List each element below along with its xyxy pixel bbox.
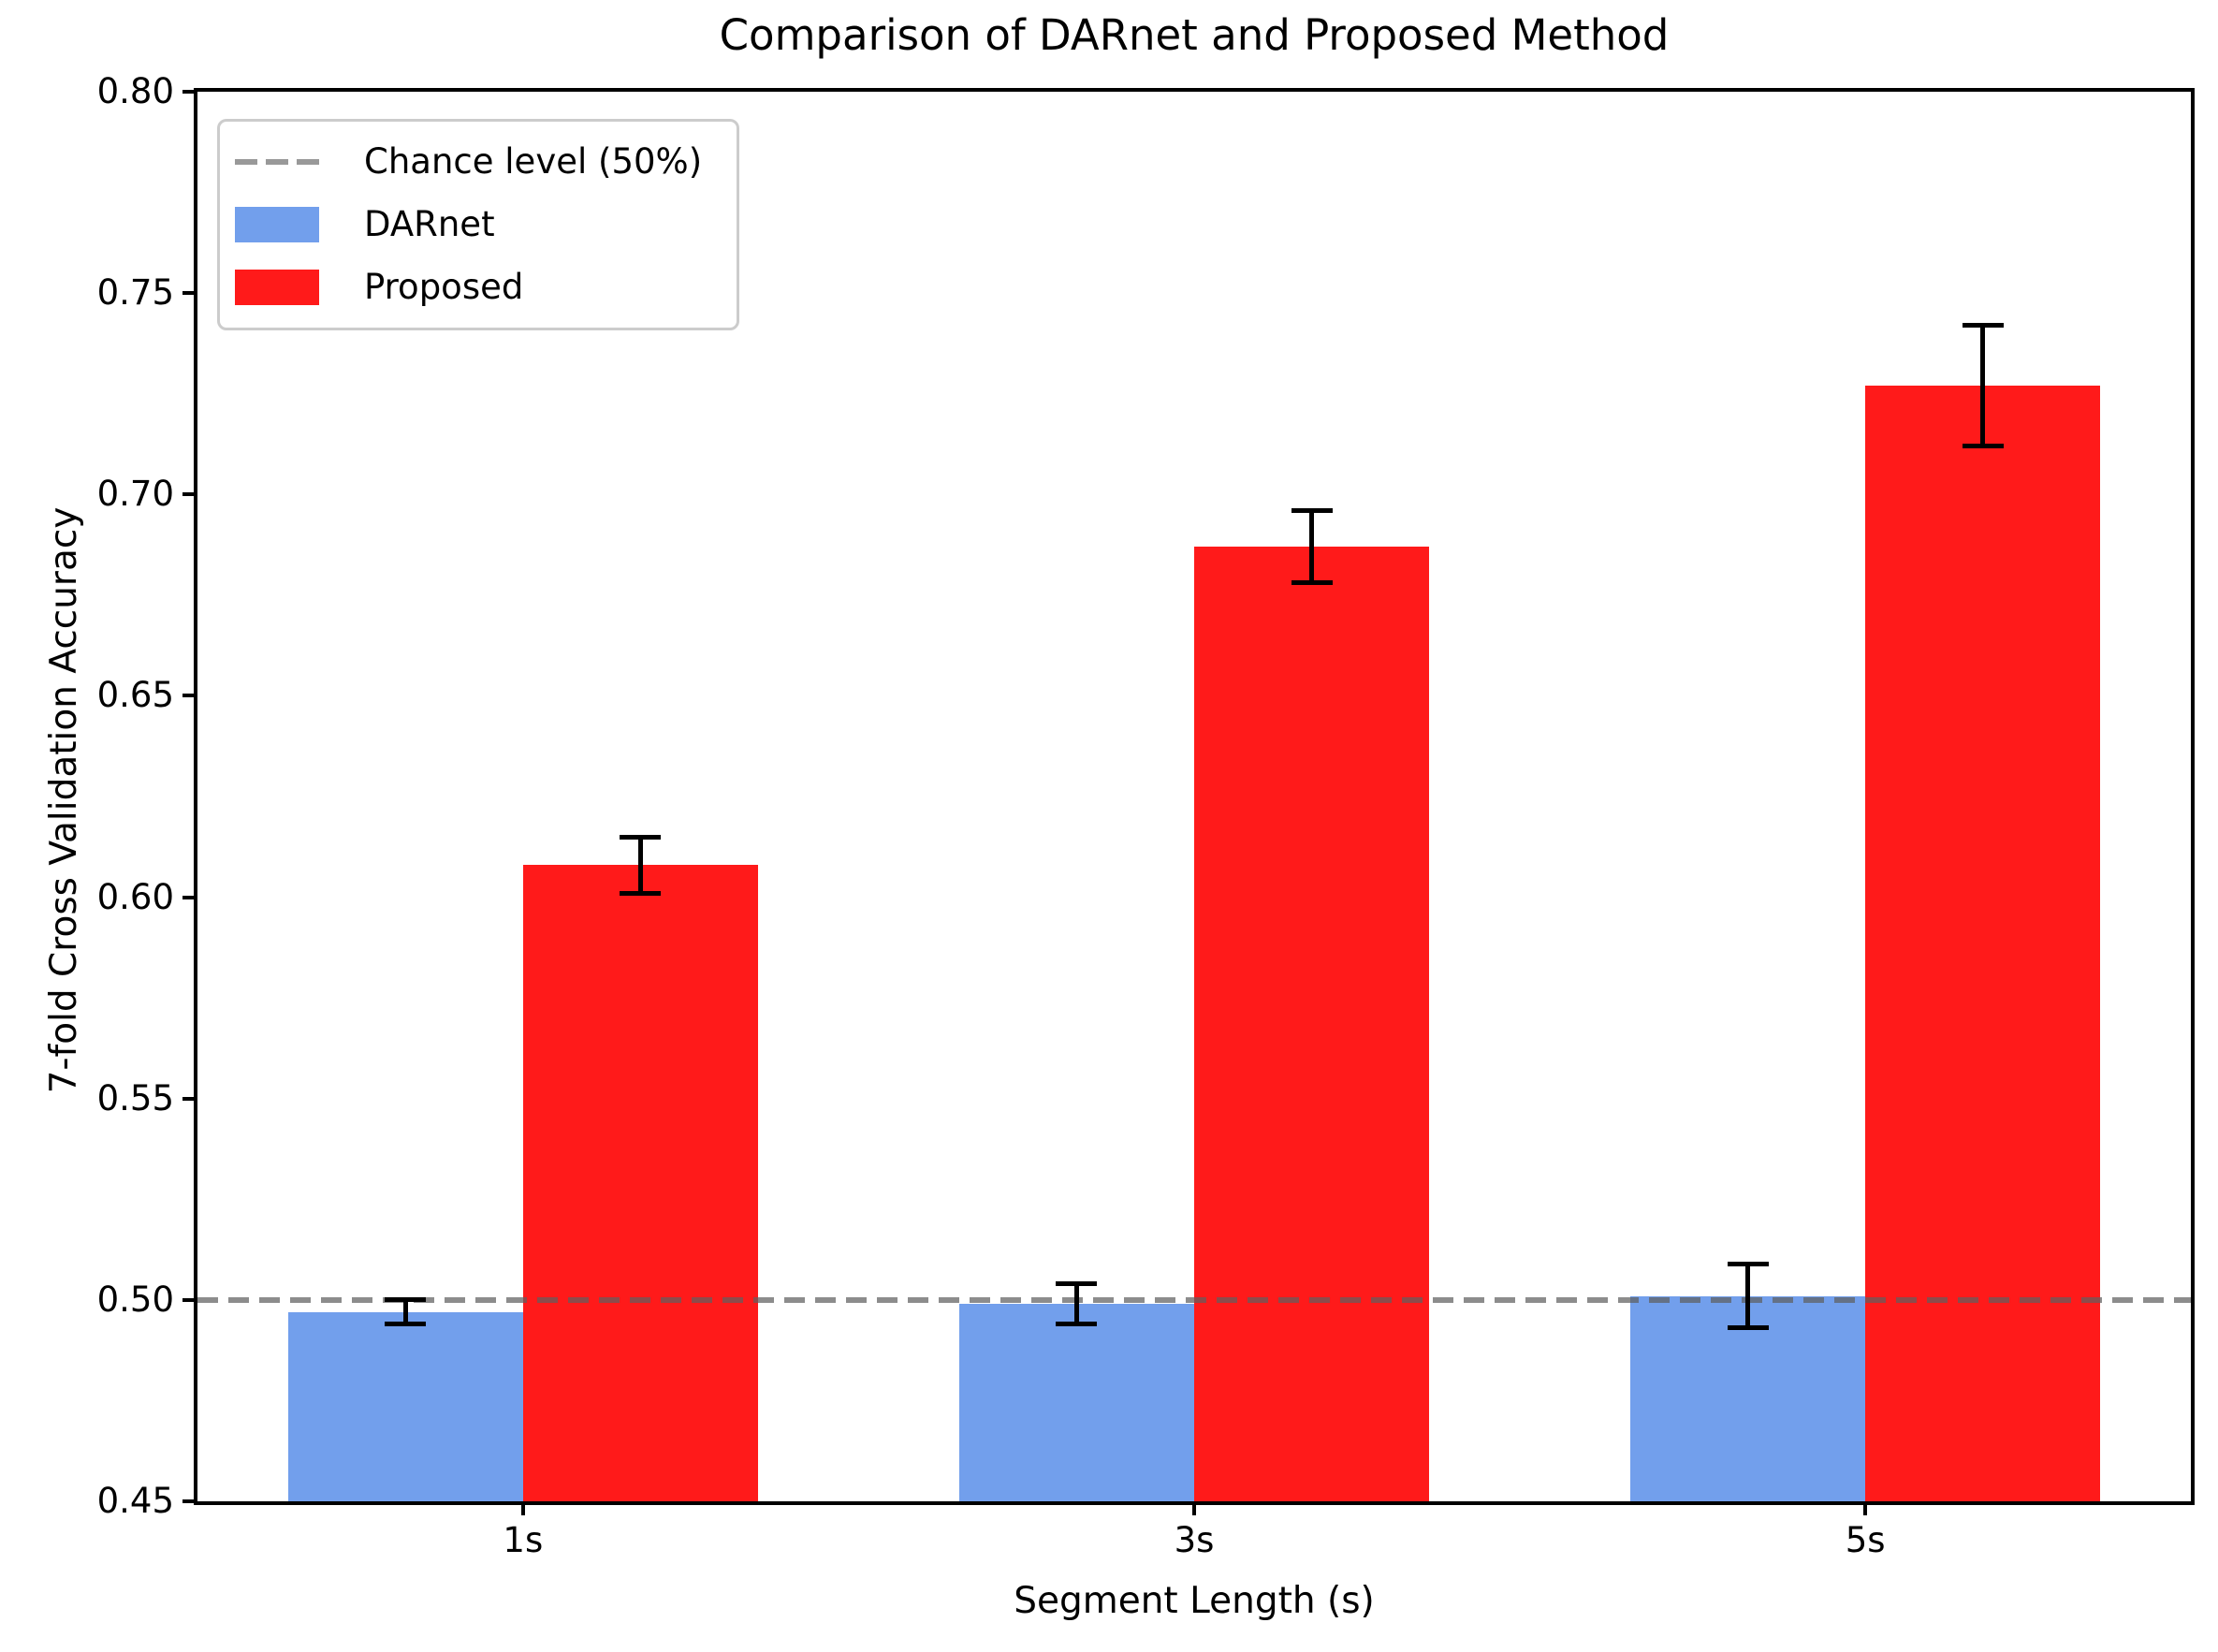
legend-item-chance-level: Chance level (50%) bbox=[235, 139, 727, 184]
darnet-color-swatch-icon bbox=[235, 206, 319, 242]
bar-darnet-1s bbox=[287, 1311, 523, 1501]
error-bar-darnet-5s-bottom-cap bbox=[1727, 1325, 1769, 1331]
error-bar-proposed-1s bbox=[637, 837, 643, 894]
chart-title: Comparison of DARnet and Proposed Method bbox=[719, 10, 1670, 60]
error-bar-proposed-1s-top-cap bbox=[620, 834, 662, 840]
bar-darnet-3s bbox=[958, 1304, 1194, 1501]
y-axis-label: 7-fold Cross Validation Accuracy bbox=[43, 506, 85, 1094]
y-tick-label: 0.80 bbox=[96, 71, 174, 111]
x-tick-mark bbox=[520, 1501, 525, 1515]
error-bar-darnet-3s-bottom-cap bbox=[1056, 1322, 1098, 1327]
y-tick-mark bbox=[182, 694, 197, 698]
legend-item-darnet: DARnet bbox=[235, 202, 727, 247]
error-bar-darnet-1s-top-cap bbox=[385, 1297, 427, 1303]
error-bar-darnet-1s bbox=[402, 1299, 408, 1324]
dashed-line-swatch-icon bbox=[235, 159, 319, 166]
y-tick-mark bbox=[182, 90, 197, 94]
x-tick-label: 1s bbox=[503, 1520, 544, 1560]
error-bar-darnet-5s-top-cap bbox=[1727, 1261, 1769, 1266]
y-tick-label: 0.65 bbox=[96, 675, 174, 716]
error-bar-proposed-5s-top-cap bbox=[1962, 323, 2004, 329]
error-bar-proposed-3s-top-cap bbox=[1291, 507, 1333, 513]
bar-proposed-5s bbox=[1865, 386, 2101, 1501]
error-bar-darnet-3s bbox=[1073, 1283, 1079, 1324]
legend-label: Chance level (50%) bbox=[364, 141, 703, 183]
error-bar-proposed-1s-bottom-cap bbox=[620, 890, 662, 896]
legend-label: DARnet bbox=[364, 203, 495, 244]
y-tick-mark bbox=[182, 1297, 197, 1302]
legend: Chance level (50%) DARnet Proposed bbox=[217, 119, 739, 330]
bar-proposed-3s bbox=[1194, 547, 1429, 1501]
y-tick-mark bbox=[182, 1499, 197, 1503]
y-tick-label: 0.70 bbox=[96, 474, 174, 515]
y-tick-mark bbox=[182, 492, 197, 497]
legend-item-proposed: Proposed bbox=[235, 265, 727, 310]
y-tick-label: 0.45 bbox=[96, 1481, 174, 1521]
y-tick-label: 0.75 bbox=[96, 272, 174, 314]
y-tick-mark bbox=[182, 1096, 197, 1101]
x-tick-mark bbox=[1192, 1501, 1196, 1515]
x-tick-label: 3s bbox=[1174, 1520, 1215, 1560]
x-tick-mark bbox=[1863, 1501, 1868, 1515]
x-tick-label: 5s bbox=[1845, 1520, 1886, 1560]
error-bar-proposed-3s-bottom-cap bbox=[1291, 580, 1333, 586]
y-tick-label: 0.60 bbox=[96, 876, 174, 917]
y-tick-label: 0.50 bbox=[96, 1279, 174, 1320]
x-axis-label: Segment Length (s) bbox=[1014, 1580, 1375, 1622]
error-bar-darnet-1s-bottom-cap bbox=[385, 1322, 427, 1327]
error-bar-proposed-5s bbox=[1980, 325, 1986, 446]
bar-proposed-1s bbox=[522, 865, 758, 1501]
error-bar-proposed-5s-bottom-cap bbox=[1962, 444, 2004, 449]
error-bar-proposed-3s bbox=[1309, 510, 1314, 583]
y-tick-mark bbox=[182, 291, 197, 296]
chance-level-line bbox=[197, 1296, 2191, 1303]
proposed-color-swatch-icon bbox=[235, 269, 319, 305]
legend-label: Proposed bbox=[364, 266, 524, 307]
y-tick-mark bbox=[182, 895, 197, 899]
y-tick-label: 0.55 bbox=[96, 1077, 174, 1118]
error-bar-darnet-5s bbox=[1745, 1264, 1751, 1328]
error-bar-darnet-3s-top-cap bbox=[1056, 1281, 1098, 1287]
